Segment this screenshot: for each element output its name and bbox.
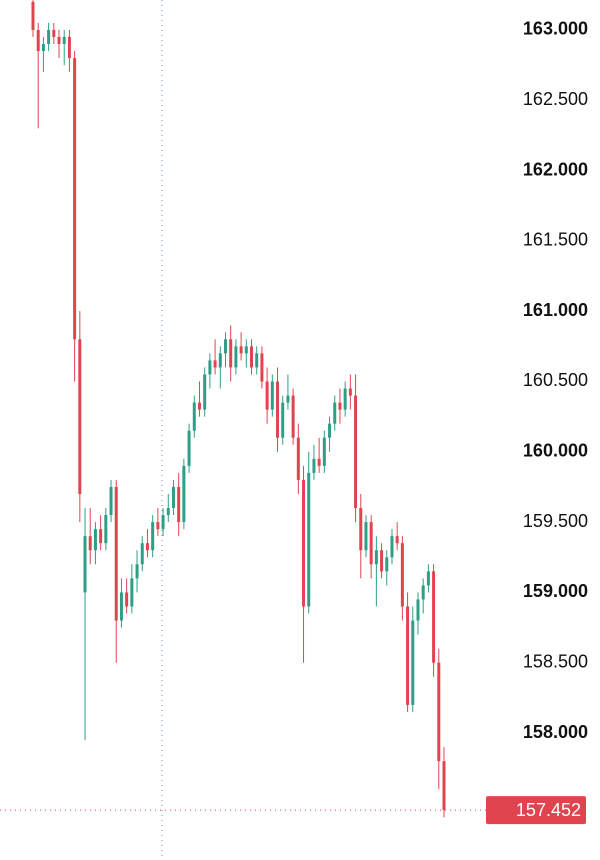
last-price-label: 157.452 [516,800,581,820]
candle-body [130,578,134,607]
y-tick-label: 160.000 [523,441,588,461]
candle-body [47,29,51,45]
candle-body [171,486,175,509]
candle-body [135,564,139,579]
y-tick-label: 161.000 [523,300,588,320]
candle-body [255,353,259,368]
candle-body [395,536,399,544]
candle-body [73,58,77,340]
candle-body [31,1,35,30]
candle-body [36,29,40,52]
candle-body [317,458,321,466]
candle-body [291,395,295,438]
candle-body [203,374,207,410]
y-tick-label: 159.000 [523,581,588,601]
candle-body [406,606,410,705]
candle-body [41,44,45,52]
candle-body [260,353,264,382]
candle-body [432,571,436,663]
candle-body [229,339,233,368]
candle-body [348,388,352,396]
candle-body [364,522,368,551]
candle-body [114,486,118,621]
y-tick-label: 161.500 [523,230,588,250]
candle-body [359,508,363,551]
candle-body [302,479,306,607]
candle-body [218,353,222,368]
candle-body [312,458,316,473]
candle-body [385,557,389,572]
candle-body [322,437,326,466]
candle-body [83,536,87,593]
candle-body [223,339,227,354]
candle-body [400,543,404,607]
candle-body [416,599,420,621]
candle-body [343,388,347,410]
y-tick-label: 162.500 [523,89,588,109]
candle-body [177,486,181,523]
candle-body [88,536,92,551]
candle-body [104,515,108,544]
candle-body [57,36,61,45]
candle-body [213,360,217,368]
candle-body [442,761,446,811]
candle-body [197,402,201,410]
candle-body [151,522,155,551]
y-tick-label: 163.000 [523,19,588,39]
candle-body [338,402,342,410]
candle-body [374,550,378,565]
candle-body [67,36,71,59]
candle-body [182,465,186,523]
candle-body [78,339,82,494]
candle-body [161,515,165,530]
candle-body [234,346,238,368]
candle-body [411,620,415,705]
candle-body [437,662,441,762]
candle-body [187,430,191,466]
last-price-box [486,796,586,825]
candle-body [250,346,254,368]
candle-body [281,402,285,438]
candle-body [93,529,97,551]
candle-body [192,402,196,431]
candle-body [369,522,373,565]
candle-body [265,381,269,410]
candle-body [296,437,300,480]
candle-body [239,346,243,354]
candle-body [166,508,170,516]
candle-body [244,346,248,354]
candle-body [421,585,425,600]
y-tick-label: 159.500 [523,511,588,531]
plot-area [31,0,446,818]
candle-body [328,423,332,438]
candle-body [52,29,56,37]
candle-body [333,402,337,424]
y-tick-label: 158.000 [523,722,588,742]
candle-body [307,472,311,607]
candle-body [125,592,129,607]
candle-body [140,543,144,565]
candle-body [145,543,149,551]
candle-body [390,536,394,558]
candle-body [208,360,212,375]
candle-body [426,571,430,586]
y-tick-label: 160.500 [523,370,588,390]
candle-body [109,486,113,516]
candle-body [99,529,103,544]
candle-body [119,592,123,621]
candle-body [62,36,66,45]
candle-body [286,395,290,403]
y-tick-label: 158.500 [523,651,588,671]
candle-body [380,550,384,572]
candle-body [354,395,358,509]
y-tick-label: 162.000 [523,159,588,179]
candle-body [156,522,160,530]
candle-body [276,381,280,438]
candle-body [270,381,274,410]
